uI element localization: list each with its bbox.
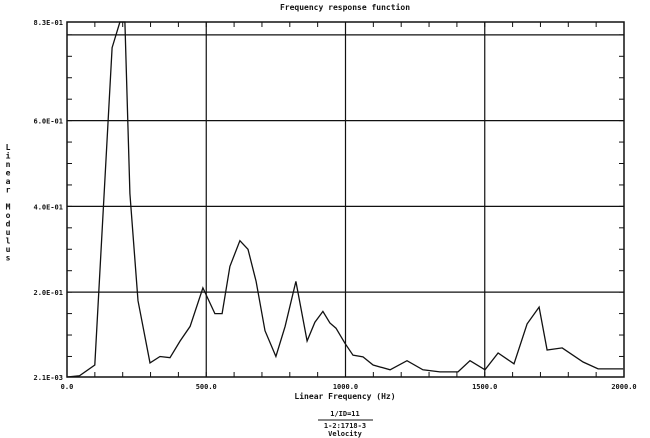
plot-frame: [66, 21, 625, 378]
y-tick-labels: 2.1E-03 2.0E-01 4.0E-01 6.0E-01 8.3E-01: [33, 19, 63, 382]
x-tick-label: 2000.0: [611, 383, 636, 391]
ticks: [67, 22, 624, 377]
chart-title: Frequency response function: [280, 2, 410, 12]
y-tick-label: 8.3E-01: [33, 19, 63, 27]
x-axis-label: Linear Frequency (Hz): [294, 391, 395, 401]
y-tick-label: 2.1E-03: [33, 374, 63, 382]
series-line: [66, 21, 624, 378]
x-tick-label: 1500.0: [472, 383, 497, 391]
footer-line1: 1/ID=11: [330, 410, 360, 418]
x-tick-label: 0.0: [61, 383, 74, 391]
y-tick-label: 2.0E-01: [33, 289, 63, 297]
y-tick-label: 4.0E-01: [33, 203, 63, 211]
grid: [67, 22, 624, 377]
x-tick-label: 500.0: [196, 383, 217, 391]
y-tick-label: 6.0E-01: [33, 118, 63, 126]
footer-line2: 1-2:1718-3: [324, 422, 366, 430]
footer-line3: Velocity: [328, 430, 363, 438]
x-tick-labels: 0.0 500.0 1000.0 1500.0 2000.0: [61, 383, 637, 391]
x-tick-label: 1000.0: [333, 383, 358, 391]
